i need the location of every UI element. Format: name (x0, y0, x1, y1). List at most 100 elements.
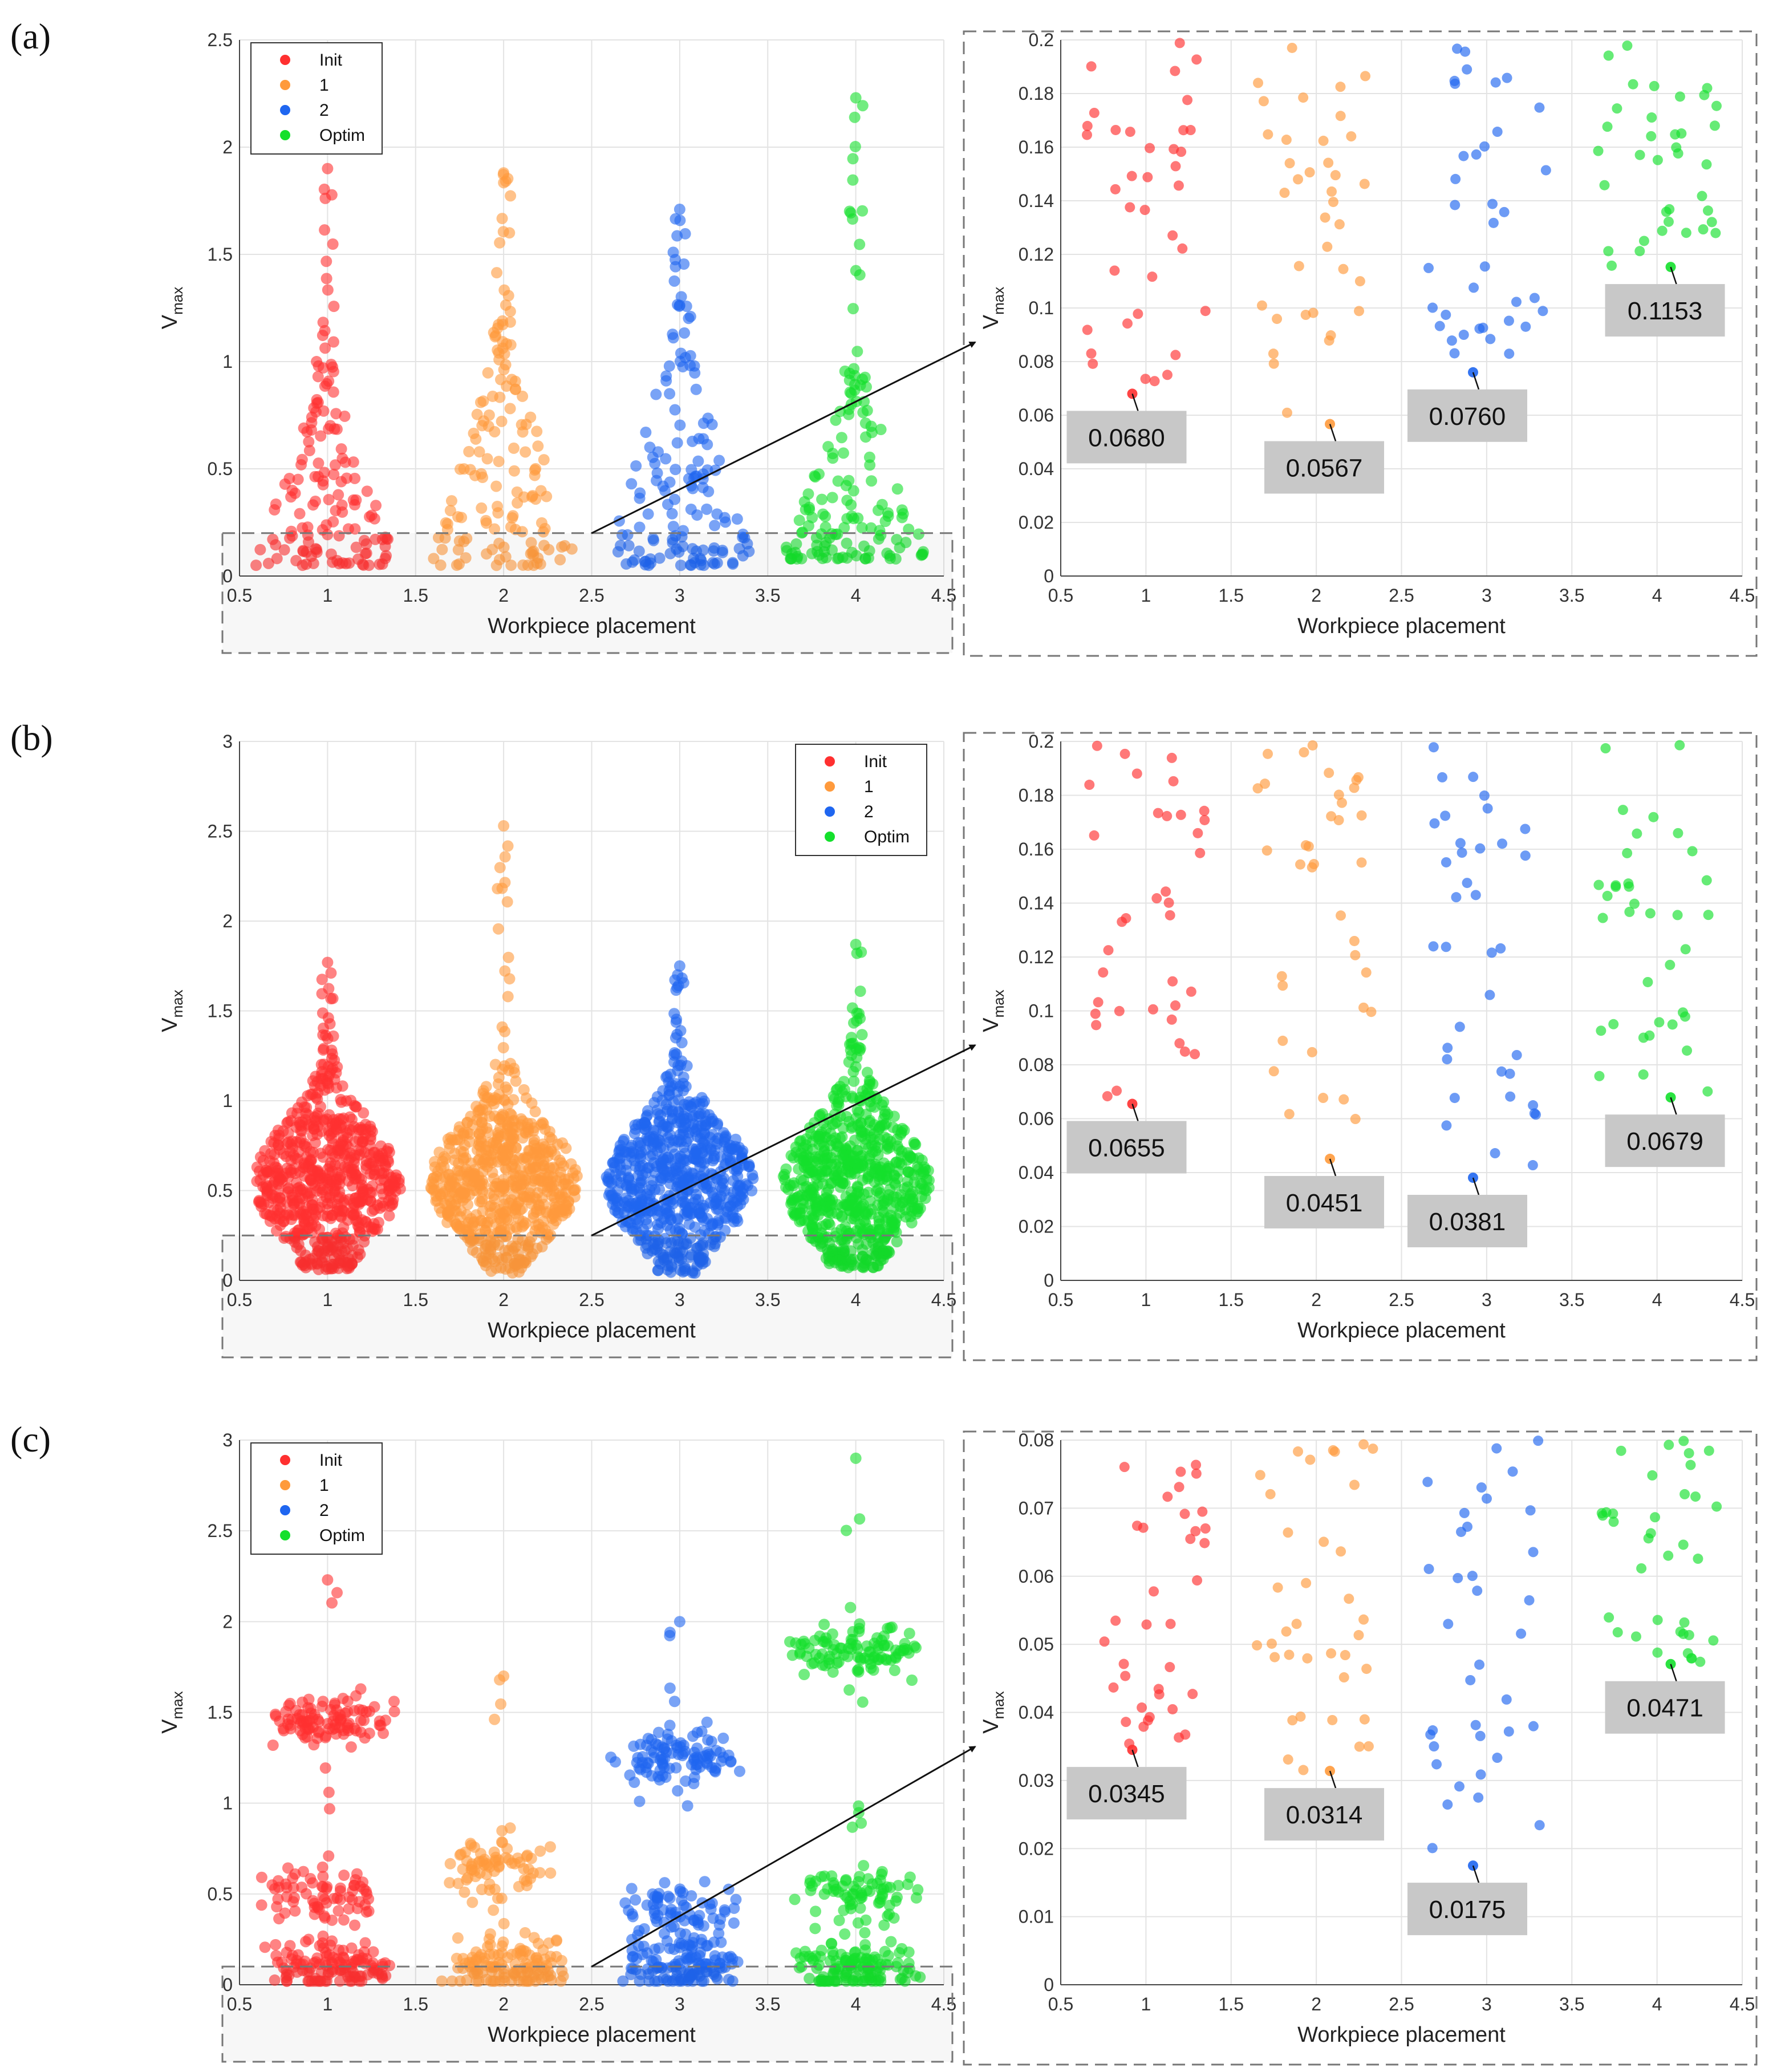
data-point-1 (494, 391, 506, 403)
zoom-point-2 (1490, 77, 1501, 88)
zoom-point-2 (1468, 772, 1479, 782)
data-point-2 (674, 300, 685, 312)
zoom-point-1 (1268, 1066, 1279, 1077)
data-point-optim (903, 1628, 915, 1640)
y-tick-label: 1 (222, 351, 233, 372)
x-tick-label: 2 (1311, 1994, 1321, 2014)
data-point-init (346, 1942, 358, 1954)
data-point-optim (841, 1892, 853, 1904)
data-point-init (289, 1868, 301, 1880)
legend-label-1: 1 (319, 76, 329, 95)
data-point-init (309, 495, 321, 507)
data-point-init (313, 1170, 325, 1182)
data-point-optim (873, 504, 885, 516)
zoom-point-optim (1603, 50, 1614, 61)
zoom-point-1 (1281, 135, 1292, 145)
data-point-1 (485, 1213, 497, 1224)
data-point-1 (502, 991, 514, 1003)
zoom-point-2 (1462, 878, 1472, 889)
zoom-point-init (1185, 125, 1196, 136)
callout-value: 0.1153 (1628, 297, 1702, 325)
data-point-optim (790, 538, 802, 550)
x-tick-label: 0.5 (1048, 1994, 1073, 2014)
data-point-1 (459, 1886, 470, 1898)
data-point-optim (886, 1621, 898, 1633)
data-point-optim (856, 522, 868, 534)
data-point-init (302, 521, 314, 533)
data-point-1 (498, 1198, 510, 1210)
main-chart: 0.511.522.533.544.500.511.522.53Workpiec… (158, 731, 956, 1359)
zoom-point-1 (1308, 859, 1319, 870)
zoom-point-1 (1284, 1649, 1295, 1660)
data-point-init (328, 1252, 340, 1264)
data-point-1 (473, 1855, 485, 1867)
zoom-chart: 0.5 1 1.5 2 2.5 3 3.5 4 4.500.010.020.030.040.05… (963, 1430, 1758, 2066)
data-point-2 (724, 1201, 736, 1213)
data-point-init (314, 1223, 326, 1235)
y-tick-label: 3 (222, 731, 233, 752)
data-point-1 (491, 267, 503, 279)
zoom-point-init (1167, 230, 1178, 241)
x-tick-label: 4.5 (1730, 1994, 1755, 2014)
zoom-point-init (1111, 1085, 1122, 1096)
data-point-2 (630, 460, 642, 472)
callout-value: 0.0655 (1088, 1134, 1165, 1162)
zoom-point-init (1108, 1682, 1119, 1693)
data-point-optim (858, 1860, 870, 1872)
zoom-point-1 (1324, 768, 1334, 778)
data-point-1 (534, 1845, 546, 1857)
zoom-point-init (1139, 205, 1150, 216)
data-point-1 (560, 1179, 572, 1191)
zoom-point-init (1165, 1619, 1176, 1629)
data-point-init (332, 1905, 344, 1917)
data-point-1 (483, 409, 495, 421)
data-point-1 (465, 1839, 477, 1851)
x-tick-label: 0.5 (1048, 585, 1073, 606)
data-point-1 (468, 1168, 480, 1180)
zoom-point-init (1102, 1091, 1113, 1102)
zoom-point-1 (1350, 1114, 1361, 1125)
data-point-1 (489, 1713, 501, 1725)
data-point-init (331, 1704, 343, 1716)
data-point-2 (674, 419, 686, 431)
data-point-1 (498, 284, 510, 296)
zoom-point-1 (1326, 811, 1337, 822)
data-point-2 (641, 1757, 653, 1769)
x-axis-label: Workpiece placement (488, 1319, 696, 1343)
data-point-optim (859, 1927, 871, 1939)
data-point-optim (809, 1923, 821, 1935)
zoom-point-init (1165, 910, 1175, 921)
zoom-point-init (1191, 1459, 1202, 1470)
data-point-optim (789, 546, 801, 558)
y-tick-label: 0.12 (1019, 244, 1054, 265)
data-point-2 (651, 1104, 663, 1116)
zoom-point-1 (1338, 263, 1349, 274)
x-tick-label: 4 (1652, 585, 1662, 606)
data-point-optim (896, 1943, 908, 1955)
zoom-point-2 (1520, 824, 1531, 834)
zoom-point-optim (1602, 121, 1613, 132)
zoom-point-2 (1449, 75, 1460, 86)
data-point-1 (466, 1896, 478, 1908)
zoom-point-2 (1455, 838, 1466, 849)
data-point-2 (680, 1165, 692, 1177)
zoom-point-init (1133, 309, 1143, 319)
data-point-2 (642, 508, 654, 520)
data-point-2 (693, 1950, 705, 1962)
data-point-2 (675, 291, 687, 303)
data-point-optim (806, 512, 818, 524)
zoom-point-init (1187, 1689, 1198, 1700)
callout-value: 0.0679 (1626, 1128, 1703, 1155)
data-point-2 (667, 537, 679, 549)
zoom-point-1 (1284, 1109, 1295, 1120)
data-point-2 (664, 476, 676, 488)
data-point-init (351, 1251, 363, 1263)
data-point-2 (634, 521, 646, 533)
data-point-1 (498, 1094, 510, 1106)
zoom-point-init (1098, 967, 1109, 978)
data-point-init (319, 224, 331, 236)
data-point-2 (663, 360, 675, 372)
data-point-optim (850, 1201, 862, 1213)
zoom-point-2 (1505, 1091, 1516, 1102)
zoom-point-optim (1674, 91, 1685, 102)
